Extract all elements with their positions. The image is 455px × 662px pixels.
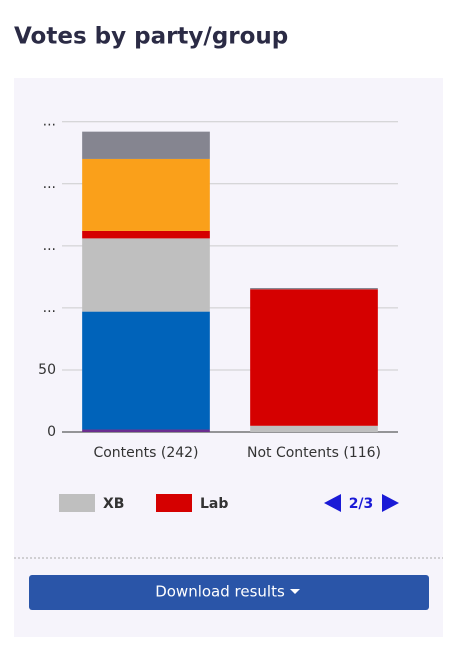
bar-segment (82, 429, 210, 432)
x-tick-label: Contents (242) (93, 445, 198, 461)
panel (14, 78, 443, 637)
y-tick-label: ... (43, 300, 56, 316)
button-label[interactable]: Download results (155, 583, 285, 601)
bar-segment (250, 425, 378, 432)
bar-segment (250, 288, 378, 290)
y-tick-label: 0 (47, 424, 56, 440)
bar-segment (82, 311, 210, 430)
legend-page: 2/3 (349, 496, 374, 512)
x-tick-label: Not Contents (116) (247, 445, 381, 461)
bar-segment (82, 158, 210, 231)
bar-segment (250, 289, 378, 426)
title: Votes by party/group (14, 24, 288, 50)
download-button[interactable]: Download results (29, 575, 429, 610)
bar-segment (82, 131, 210, 159)
y-tick-label: ... (43, 238, 56, 254)
button-bg[interactable] (29, 575, 429, 610)
legend-label: XB (103, 496, 124, 512)
y-tick-label: ... (43, 114, 56, 130)
y-tick-label: ... (43, 176, 56, 192)
legend-swatch (59, 494, 95, 512)
legend-label: Lab (200, 496, 228, 512)
next-arrow[interactable] (382, 494, 399, 512)
bar-segment (82, 230, 210, 239)
bar-segment (82, 238, 210, 312)
prev-arrow[interactable] (324, 494, 341, 512)
legend-swatch (156, 494, 192, 512)
y-tick-label: 50 (38, 362, 56, 378)
caret[interactable] (290, 589, 300, 594)
